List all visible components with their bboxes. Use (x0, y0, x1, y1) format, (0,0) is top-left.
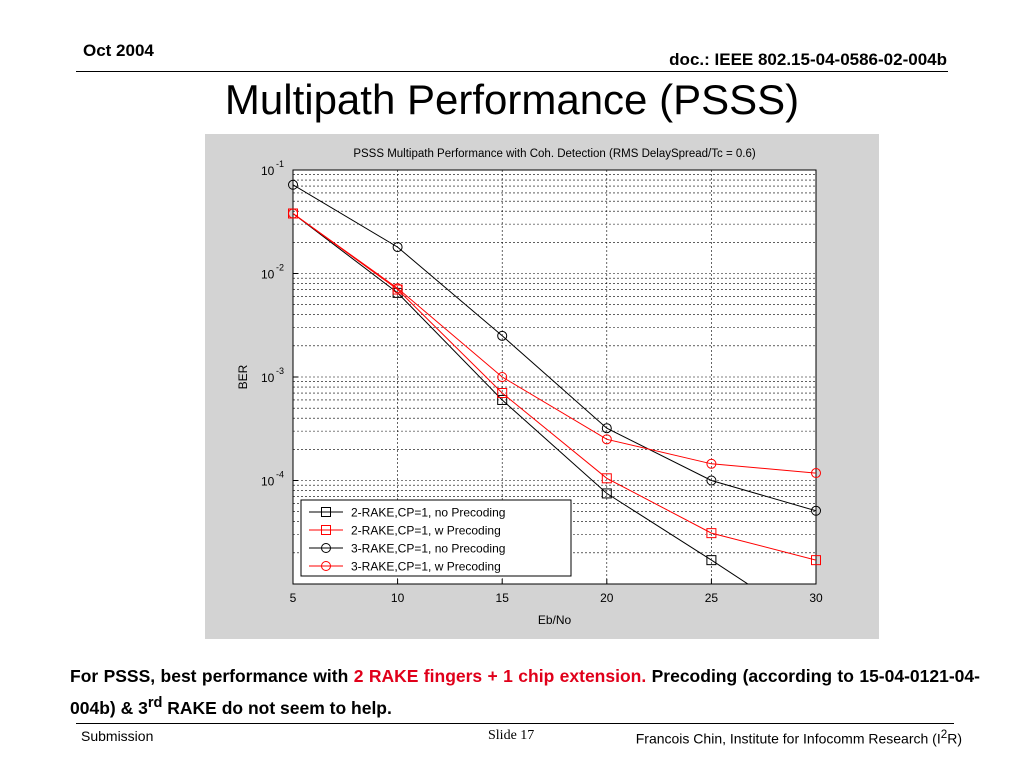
series-line (293, 213, 749, 584)
caption-part3: RAKE do not seem to help. (162, 697, 392, 718)
data-point-square (811, 555, 821, 566)
data-point-circle (321, 543, 331, 553)
series-line (293, 184, 816, 512)
footer-submission: Submission (81, 728, 154, 744)
chart-title: PSSS Multipath Performance with Coh. Det… (353, 148, 756, 160)
footer-author-end: R) (947, 730, 962, 747)
legend-box (300, 499, 572, 577)
x-tick-label: 20 (600, 591, 614, 605)
caption-text: For PSSS, best performance with 2 RAKE f… (70, 663, 980, 722)
legend-label: 3-RAKE,CP=1, w Precoding (351, 560, 501, 574)
series-line (293, 213, 816, 474)
x-axis-label: Eb/No (538, 613, 572, 627)
y-tick-label-exponent: -1 (276, 159, 284, 169)
x-tick-label: 30 (809, 591, 823, 605)
y-tick-label-base: 10 (261, 268, 275, 282)
y-tick-label-base: 10 (261, 475, 275, 489)
caption-highlight: 2 RAKE fingers + 1 chip extension. (353, 666, 647, 686)
legend-entry: 2-RAKE,CP=1, w Precoding (309, 524, 501, 538)
caption-part1: For PSSS, best performance with (70, 666, 354, 686)
data-point-circle (288, 208, 298, 219)
footer-author-main: Francois Chin, Institute for Infocomm Re… (635, 730, 941, 747)
data-point-square (321, 525, 331, 535)
data-point-circle (392, 283, 403, 294)
data-point-circle (811, 505, 821, 516)
data-point-square (601, 473, 612, 484)
header-date: Oct 2004 (83, 41, 154, 60)
data-point-circle (321, 561, 331, 571)
y-tick-label-base: 10 (261, 164, 275, 178)
x-tick-label: 25 (705, 591, 719, 605)
ber-chart: 5 10 15 20 25 30 10 -1 10 -2 10 -3 10 -4 PSSS Multipat… (205, 134, 879, 639)
data-point-circle (601, 434, 612, 445)
data-point-circle (497, 330, 508, 341)
x-tick-label: 10 (391, 591, 405, 605)
caption-superscript: rd (147, 695, 163, 711)
chart-legend: 2-RAKE,CP=1, no Precoding 2-RAKE,CP=1, w … (300, 499, 572, 577)
y-tick-label-exponent: -2 (276, 263, 284, 273)
y-tick-label-base: 10 (261, 371, 275, 385)
caption-part2: Precoding (according to 15-04-0121-04-00… (70, 666, 980, 718)
y-tick-label-exponent: -4 (276, 470, 284, 480)
data-point-circle (288, 179, 298, 190)
slide-title: Multipath Performance (PSSS) (224, 76, 800, 123)
y-tick-label-exponent: -3 (276, 366, 284, 376)
x-tick-label: 15 (496, 591, 510, 605)
data-point-square (497, 388, 508, 399)
data-point-circle (811, 468, 821, 479)
legend-label: 2-RAKE,CP=1, w Precoding (351, 524, 501, 538)
footer-author-sup: 2 (940, 728, 948, 741)
data-point-circle (392, 242, 403, 253)
data-point-circle (706, 475, 717, 486)
x-tick-label: 5 (290, 591, 297, 605)
footer-author: Francois Chin, Institute for Infocomm Re… (636, 728, 962, 747)
data-point-square (497, 394, 508, 405)
legend-label: 3-RAKE,CP=1, no Precoding (351, 542, 505, 556)
data-point-circle (706, 458, 717, 469)
footer-slide-number: Slide 17 (488, 728, 535, 743)
data-point-square (321, 507, 331, 517)
y-axis-label: BER (236, 364, 250, 389)
series-3 (288, 179, 821, 516)
footer-divider (76, 723, 954, 724)
header-divider (76, 71, 948, 72)
data-point-circle (601, 423, 612, 434)
legend-label: 2-RAKE,CP=1, no Precoding (351, 506, 505, 520)
data-point-square (706, 555, 717, 566)
header-doc-id: doc.: IEEE 802.15-04-0586-02-004b (669, 50, 947, 69)
data-point-square (706, 528, 717, 539)
data-point-square (601, 488, 612, 499)
legend-entry: 2-RAKE,CP=1, no Precoding (309, 506, 505, 520)
series-4 (288, 208, 821, 479)
legend-entry: 3-RAKE,CP=1, w Precoding (309, 560, 501, 574)
legend-entry: 3-RAKE,CP=1, no Precoding (309, 542, 505, 556)
series-line (293, 213, 816, 561)
data-point-circle (497, 372, 508, 382)
